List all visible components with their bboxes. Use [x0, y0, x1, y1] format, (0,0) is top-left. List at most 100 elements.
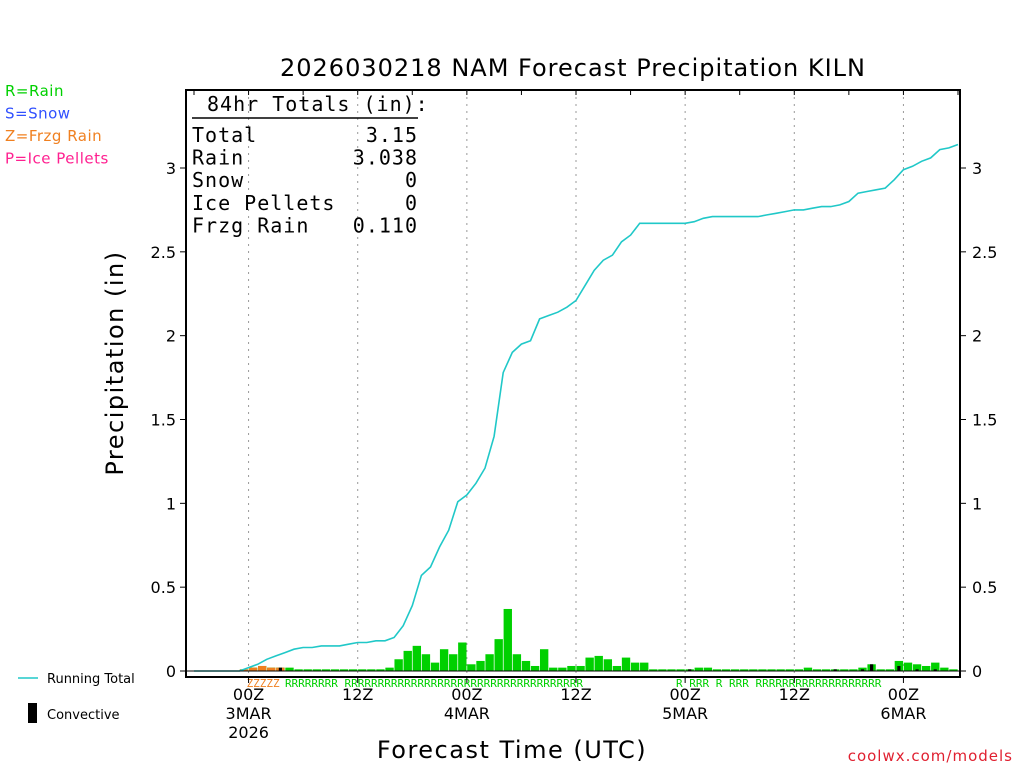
x-tick-label-3-0: 12Z [560, 685, 591, 704]
precip-bar-77 [885, 669, 894, 671]
precip-bar-76 [876, 669, 885, 671]
precip-bar-45 [594, 655, 603, 671]
totals-value-4: 0.110 [353, 213, 418, 237]
y-tick-label-right-4: 2 [972, 327, 982, 346]
precip-bar-23 [394, 659, 403, 671]
totals-label-4: Frzg Rain [192, 213, 309, 237]
y-tick-label-right-5: 2.5 [972, 243, 997, 262]
chart-title: 2026030218 NAM Forecast Precipitation KI… [280, 54, 866, 82]
credit-text: coolwx.com/models [848, 747, 1013, 765]
precip-bar-72 [840, 669, 849, 671]
precip-bar-29 [449, 654, 458, 671]
precip-bar-48 [621, 657, 631, 671]
convective-bar-74 [860, 669, 865, 671]
convective-bar-55 [688, 669, 692, 671]
precip-bar-60 [730, 669, 740, 671]
legend-type-1: S=Snow [5, 105, 71, 123]
x-axis-label: Forecast Time (UTC) [377, 736, 647, 764]
x-tick-label-4-1: 5MAR [662, 704, 708, 723]
precip-bar-61 [740, 669, 749, 671]
legend-convective-swatch [28, 703, 37, 723]
type-code-z: ZZZZZ [247, 677, 280, 690]
y-tick-label-left-5: 2.5 [151, 243, 176, 262]
type-code-strips: ZZZZZ RRRRRRRR RRRRRRRRRRRRRRRRRRRRRRRRRR… [247, 677, 882, 690]
precip-bar-62 [749, 669, 758, 671]
x-tick-label-6-1: 6MAR [880, 704, 926, 723]
precip-bar-73 [849, 669, 858, 671]
precip-bar-30 [458, 642, 467, 671]
legend-type-0: R=Rain [5, 82, 64, 100]
frzg-bar-8 [258, 665, 267, 671]
precip-bar-42 [567, 665, 576, 671]
precip-bar-21 [376, 669, 385, 671]
precip-bar-84 [949, 669, 958, 671]
x-tick-label-0-2: 2026 [228, 723, 269, 742]
precip-bar-33 [485, 654, 494, 671]
precip-bar-15 [321, 669, 331, 671]
frzg-bar-7 [248, 667, 258, 671]
totals-value-0: 3.15 [366, 123, 418, 147]
precip-bar-49 [630, 662, 640, 671]
legend-type-3: P=Ice Pellets [5, 150, 109, 168]
precip-bar-46 [603, 659, 613, 671]
precip-bar-19 [358, 669, 367, 671]
totals-label-3: Ice Pellets [192, 191, 335, 215]
x-tick-label-5-0: 12Z [779, 685, 810, 704]
y-axis-left: 0 0.5 1 1.5 2 2.5 3 [151, 159, 186, 681]
convective-bar-10 [278, 667, 282, 671]
precip-bar-58 [712, 669, 722, 671]
precip-bar-53 [667, 669, 676, 671]
y-tick-label-right-6: 3 [972, 159, 982, 178]
precip-bar-83 [940, 667, 949, 671]
precip-bar-65 [776, 669, 785, 671]
precip-bar-14 [312, 669, 321, 671]
precip-bar-28 [439, 649, 449, 671]
precip-bar-34 [494, 639, 503, 671]
convective-bar-80 [915, 669, 919, 671]
precip-bar-22 [385, 667, 394, 671]
y-tick-label-left-4: 2 [166, 327, 176, 346]
precip-bar-31 [467, 664, 476, 671]
y-tick-label-left-1: 0.5 [151, 578, 176, 597]
totals-value-3: 0 [405, 191, 418, 215]
legend-running-total-label: Running Total [47, 672, 135, 687]
precip-bar-35 [503, 608, 512, 671]
x-tick-label-6-0: 00Z [888, 685, 919, 704]
precip-bar-81 [921, 665, 931, 671]
convective-bar-75 [870, 664, 874, 671]
precip-bar-44 [585, 657, 594, 671]
hourly-bars [239, 608, 958, 671]
precip-bar-79 [903, 662, 913, 671]
y-tick-label-left-3: 1.5 [151, 411, 176, 430]
precip-bar-63 [758, 669, 767, 671]
y-axis-label: Precipitation (in) [101, 250, 129, 475]
precip-bar-27 [430, 662, 440, 671]
x-tick-label-2-1: 4MAR [444, 704, 490, 723]
precip-bar-41 [558, 667, 567, 671]
precip-bar-80 [912, 664, 922, 671]
convective-bar-78 [897, 665, 901, 671]
totals-value-1: 3.038 [353, 146, 418, 170]
precip-bar-69 [812, 669, 822, 671]
convective-bar-71 [833, 669, 837, 671]
plot-frame [185, 89, 961, 678]
totals-label-0: Total [192, 123, 257, 147]
precip-bar-17 [339, 669, 349, 671]
precip-bar-24 [403, 650, 412, 671]
precip-bar-25 [412, 645, 422, 671]
precip-bar-36 [512, 654, 522, 671]
precip-bar-18 [348, 669, 358, 671]
type-code-r1: RRRRRRRR RRRRRRRRRRRRRRRRRRRRRRRRRRRRRRR… [285, 677, 583, 690]
vertical-gridlines [248, 90, 904, 677]
totals-box: 84hr Totals (in): Total 3.15 Rain 3.038 Snow… [192, 92, 428, 237]
legend-convective-label: Convective [47, 708, 120, 723]
legend-type-2: Z=Frzg Rain [5, 127, 102, 145]
x-tick-label-0-1: 3MAR [226, 704, 272, 723]
precip-bar-56 [694, 667, 703, 671]
precip-bar-13 [303, 669, 312, 671]
precip-bar-66 [785, 669, 794, 671]
precip-bar-32 [476, 660, 485, 671]
totals-label-2: Snow [192, 168, 244, 192]
